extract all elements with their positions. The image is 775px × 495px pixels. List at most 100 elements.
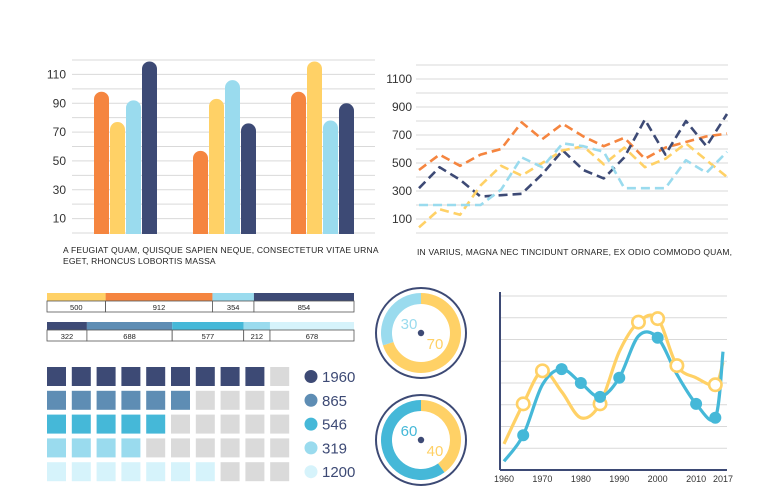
- series-marker: [669, 358, 685, 374]
- series-marker: [690, 397, 703, 410]
- donut-charts: 30 70 60 40: [375, 287, 467, 486]
- segment-value-label: 500: [70, 303, 83, 312]
- bar: [193, 150, 208, 234]
- donut-slice: [421, 400, 462, 473]
- bar: [126, 100, 141, 234]
- bar: [241, 123, 256, 234]
- donut-center-dot: [417, 436, 425, 444]
- series-line: [502, 330, 725, 463]
- waffle-square: [146, 367, 166, 386]
- waffle-square: [121, 462, 141, 482]
- donut-label: 60: [401, 423, 418, 440]
- waffle-square: [96, 438, 116, 458]
- series-line: [502, 313, 725, 445]
- series-marker: [613, 371, 626, 384]
- legend-dot: [304, 370, 318, 383]
- donut-slice: [381, 293, 421, 346]
- series-line: [418, 113, 729, 198]
- waffle-square: [195, 414, 215, 434]
- x-tick-label: 1990: [609, 474, 629, 484]
- y-tick-label: 10: [53, 212, 67, 226]
- waffle-square: [96, 414, 116, 434]
- series-marker: [709, 411, 722, 424]
- waffle-square: [146, 462, 166, 482]
- waffle-square: [47, 390, 66, 410]
- legend-dot: [304, 417, 318, 431]
- waffle-square: [195, 390, 215, 410]
- x-tick-label: 1970: [532, 474, 552, 484]
- series-marker: [534, 363, 550, 379]
- waffle-square: [71, 438, 91, 458]
- waffle-square: [146, 390, 166, 410]
- legend-dot: [304, 441, 318, 455]
- waffle-square: [245, 390, 265, 410]
- bar: [142, 61, 157, 234]
- stacked-segment: [243, 322, 270, 330]
- waffle-square: [220, 438, 240, 458]
- y-tick-label: 700: [392, 128, 412, 142]
- waffle-square: [171, 390, 190, 410]
- waffle-square: [171, 414, 190, 434]
- waffle-square: [146, 414, 166, 434]
- waffle-square: [47, 438, 66, 458]
- stacked-segment: [269, 322, 354, 330]
- bar: [307, 61, 322, 234]
- waffle-square: [220, 390, 240, 410]
- bar: [209, 98, 224, 234]
- donut-label: 30: [401, 316, 418, 333]
- waffle-square: [245, 414, 265, 434]
- waffle-square: [71, 367, 91, 386]
- stacked-segment: [253, 293, 354, 301]
- waffle-square: [47, 367, 66, 386]
- segment-value-label: 912: [153, 303, 166, 312]
- waffle-square: [146, 438, 166, 458]
- bar: [94, 91, 109, 234]
- waffle-value-label: 865: [322, 393, 347, 410]
- segment-value-box: [253, 300, 355, 313]
- segment-value-label: 854: [298, 303, 311, 312]
- stacked-segment: [47, 293, 106, 301]
- x-tick-label: 2000: [648, 474, 668, 484]
- waffle-square: [220, 367, 240, 386]
- bar-base: [307, 225, 322, 234]
- waffle-square: [195, 438, 215, 458]
- waffle-square: [47, 414, 66, 434]
- x-tick-label: 2010: [686, 474, 706, 484]
- waffle-square: [121, 390, 141, 410]
- stacked-bar-chart: 500 912 354 854 322 688 577 212 678: [46, 293, 355, 342]
- stacked-segment: [47, 322, 87, 330]
- waffle-square: [220, 414, 240, 434]
- y-tick-label: 900: [392, 100, 412, 114]
- y-tick-label: 110: [47, 67, 66, 81]
- series-marker: [517, 429, 530, 442]
- bar-base: [94, 225, 109, 234]
- waffle-square: [195, 367, 215, 386]
- bar-base: [142, 225, 157, 234]
- waffle-square: [96, 367, 116, 386]
- bar-base: [126, 225, 141, 234]
- waffle-square: [171, 462, 190, 482]
- waffle-square: [47, 462, 66, 482]
- stacked-segment: [212, 293, 254, 301]
- stacked-segment: [105, 293, 213, 301]
- series-marker: [555, 363, 568, 376]
- waffle-square: [171, 438, 190, 458]
- smooth-line-chart: 1960 1970 1980 1990 2000 2010 2017: [494, 292, 733, 484]
- stacked-segment: [86, 322, 173, 330]
- segment-value-label: 688: [123, 332, 136, 341]
- series-marker: [515, 396, 531, 412]
- waffle-square: [270, 438, 290, 458]
- x-tick-label: 2017: [713, 474, 733, 484]
- waffle-square: [171, 367, 190, 386]
- donut-center-dot: [417, 329, 425, 337]
- series-line: [418, 121, 728, 172]
- waffle-square: [270, 462, 290, 482]
- series-marker: [574, 377, 587, 389]
- series-marker: [594, 390, 607, 403]
- y-tick-label: 70: [53, 125, 67, 139]
- line-chart-caption: IN VARIUS, MAGNA NEC TINCIDUNT ORNARE, E…: [417, 247, 733, 257]
- waffle-square: [245, 462, 265, 482]
- stacked-segment: [172, 322, 244, 330]
- waffle-value-label: 546: [322, 417, 347, 434]
- waffle-square: [220, 462, 240, 482]
